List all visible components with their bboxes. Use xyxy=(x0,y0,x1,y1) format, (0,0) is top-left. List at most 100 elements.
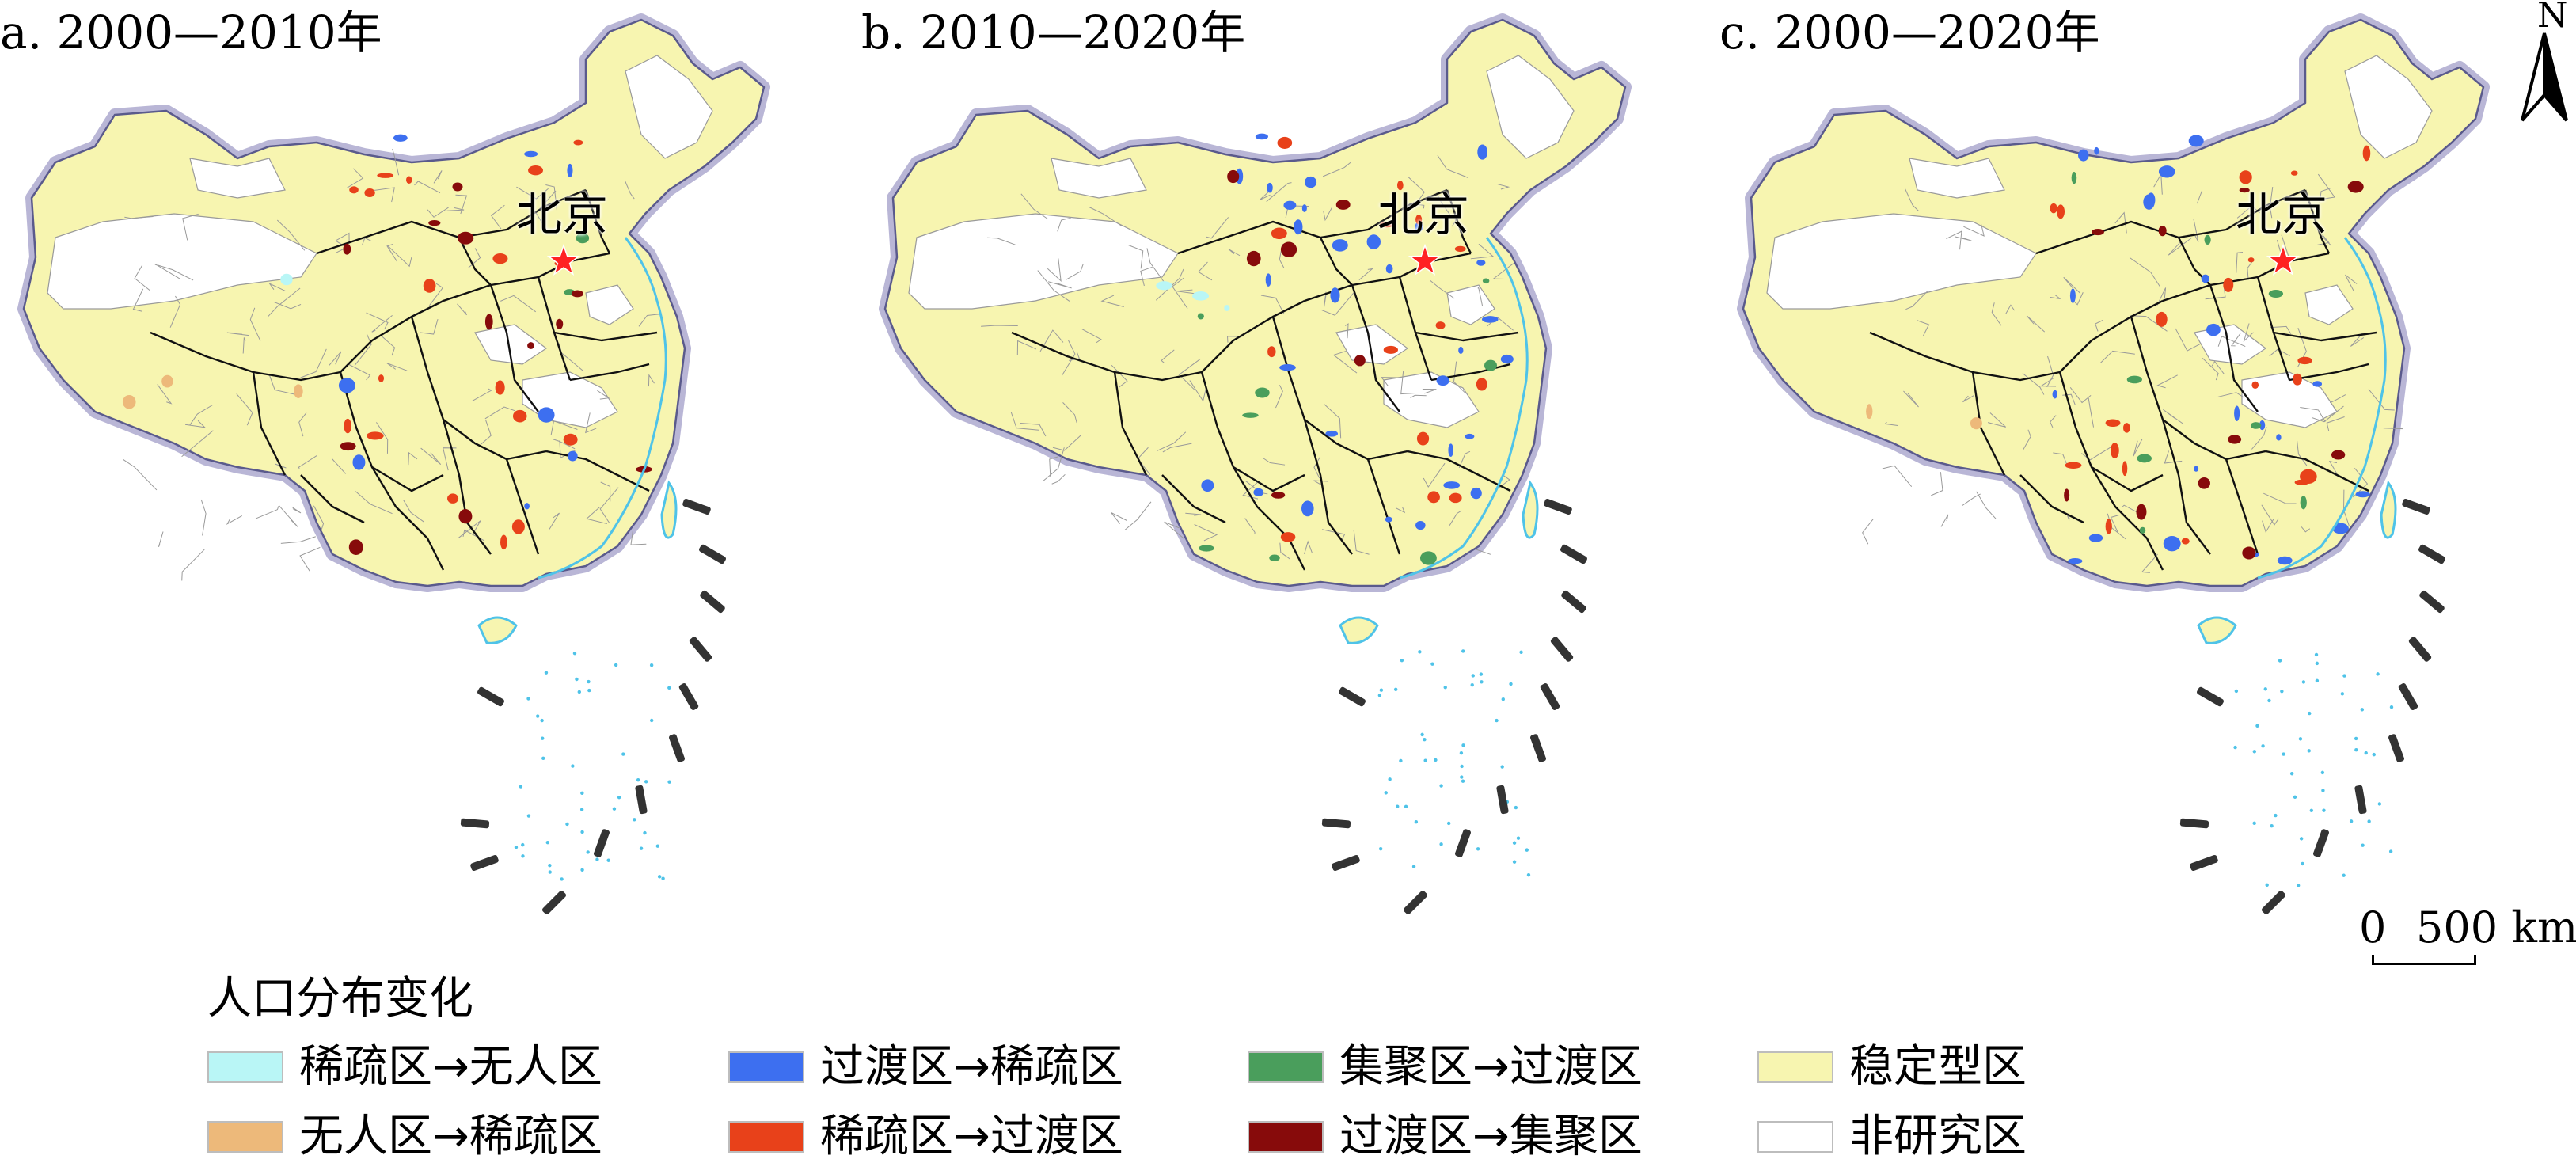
sea-islet xyxy=(1378,846,1383,851)
sea-islet xyxy=(1439,842,1443,846)
legend-swatch xyxy=(207,1121,283,1153)
sea-islet xyxy=(2252,821,2256,826)
sea-islet xyxy=(2289,772,2294,776)
sea-islet xyxy=(614,663,618,667)
change-patch xyxy=(161,374,173,388)
legend-item-sparse-to-empty: 稀疏区→无人区 xyxy=(207,1042,602,1093)
change-patch xyxy=(1224,305,1230,311)
sea-islet xyxy=(1526,873,1531,877)
legend-label: 过渡区→稀疏区 xyxy=(820,1041,1123,1093)
county-boundary xyxy=(336,232,350,244)
sea-islet xyxy=(541,756,545,761)
county-boundary xyxy=(154,264,180,279)
change-patch xyxy=(1271,492,1286,499)
county-boundary xyxy=(387,245,412,268)
change-patch xyxy=(1280,241,1297,257)
county-boundary xyxy=(279,505,298,528)
county-boundary xyxy=(242,337,246,354)
change-patch xyxy=(2312,381,2323,387)
sea-islet xyxy=(2293,795,2297,799)
county-boundary xyxy=(1010,412,1039,431)
change-patch xyxy=(1415,222,1423,232)
non-study-region xyxy=(1383,371,1480,428)
nine-dash-segment xyxy=(2261,890,2286,915)
scale-bar-distance: 500 km xyxy=(2416,903,2576,952)
sea-islet xyxy=(1525,848,1529,852)
nine-dash-segment xyxy=(635,785,648,815)
province-boundary xyxy=(1415,331,1519,342)
county-boundary xyxy=(1991,302,2002,326)
change-patch xyxy=(1271,227,1287,240)
county-boundary xyxy=(2168,238,2192,256)
province-boundary xyxy=(370,466,445,571)
county-boundary xyxy=(1458,450,1471,469)
change-patch xyxy=(2158,225,2167,237)
change-patch xyxy=(1415,521,1426,530)
county-boundary xyxy=(1884,422,1898,427)
change-patch xyxy=(1443,481,1461,489)
sea-islet xyxy=(2301,680,2306,684)
nine-dash-segment xyxy=(678,683,699,710)
legend-item-sparse-to-transition: 稀疏区→过渡区 xyxy=(728,1112,1123,1162)
county-boundary xyxy=(2053,452,2067,465)
change-patch xyxy=(512,409,527,423)
province-boundary xyxy=(545,450,650,492)
change-patch xyxy=(1332,239,1348,252)
panel-c-capital-label: 北京 xyxy=(2236,188,2328,241)
change-patch xyxy=(1246,250,1261,267)
county-boundary xyxy=(249,307,261,341)
county-boundary xyxy=(1905,290,1928,310)
province-boundary xyxy=(1303,419,1353,555)
province-boundary xyxy=(1446,189,1472,254)
sea-islet xyxy=(2342,674,2346,678)
province-boundary xyxy=(1113,371,1148,476)
change-patch xyxy=(524,150,538,158)
county-boundary xyxy=(1449,510,1462,526)
sea-islet xyxy=(2299,837,2304,841)
county-boundary xyxy=(1422,388,1437,394)
change-patch xyxy=(1325,430,1339,437)
change-patch xyxy=(377,173,394,178)
county-boundary xyxy=(132,288,144,312)
county-boundary xyxy=(458,520,481,539)
county-boundary xyxy=(158,531,164,548)
change-patch xyxy=(2071,171,2077,184)
change-patch xyxy=(2122,423,2130,433)
county-boundary xyxy=(1260,295,1285,315)
change-patch xyxy=(2065,462,2082,469)
county-boundary xyxy=(2156,287,2167,306)
capital-star-icon xyxy=(2266,243,2301,276)
county-boundary xyxy=(1185,512,1202,516)
sea-islet xyxy=(644,780,648,784)
province-boundary xyxy=(2019,474,2084,524)
legend-item-agglom-to-transition: 集聚区→过渡区 xyxy=(1248,1042,1643,1093)
county-boundary xyxy=(1320,291,1355,316)
province-boundary xyxy=(340,299,444,373)
change-patch xyxy=(1267,182,1273,193)
change-patch xyxy=(1458,346,1464,354)
sea-islet xyxy=(2261,744,2265,748)
change-patch xyxy=(2126,375,2142,384)
change-patch xyxy=(576,233,590,244)
county-boundary xyxy=(1400,371,1415,395)
county-boundary xyxy=(1049,456,1058,477)
county-boundary xyxy=(553,439,576,450)
change-patch xyxy=(2332,523,2349,534)
county-boundary xyxy=(2141,553,2158,573)
legend-swatch xyxy=(1248,1051,1324,1083)
county-boundary xyxy=(1043,447,1065,481)
county-boundary xyxy=(2317,173,2335,200)
county-boundary xyxy=(1206,217,1229,239)
county-boundary xyxy=(354,333,372,366)
sea-islet xyxy=(2301,861,2304,866)
county-boundary xyxy=(331,458,347,474)
sea-islet xyxy=(587,679,591,684)
sea-islet xyxy=(1430,662,1434,666)
change-patch xyxy=(2136,504,2147,520)
change-patch xyxy=(567,450,578,462)
island xyxy=(2197,616,2237,644)
sea-islet xyxy=(1418,650,1422,654)
county-boundary xyxy=(2005,304,2016,314)
sea-islet xyxy=(2315,678,2320,683)
county-boundary xyxy=(586,507,607,525)
